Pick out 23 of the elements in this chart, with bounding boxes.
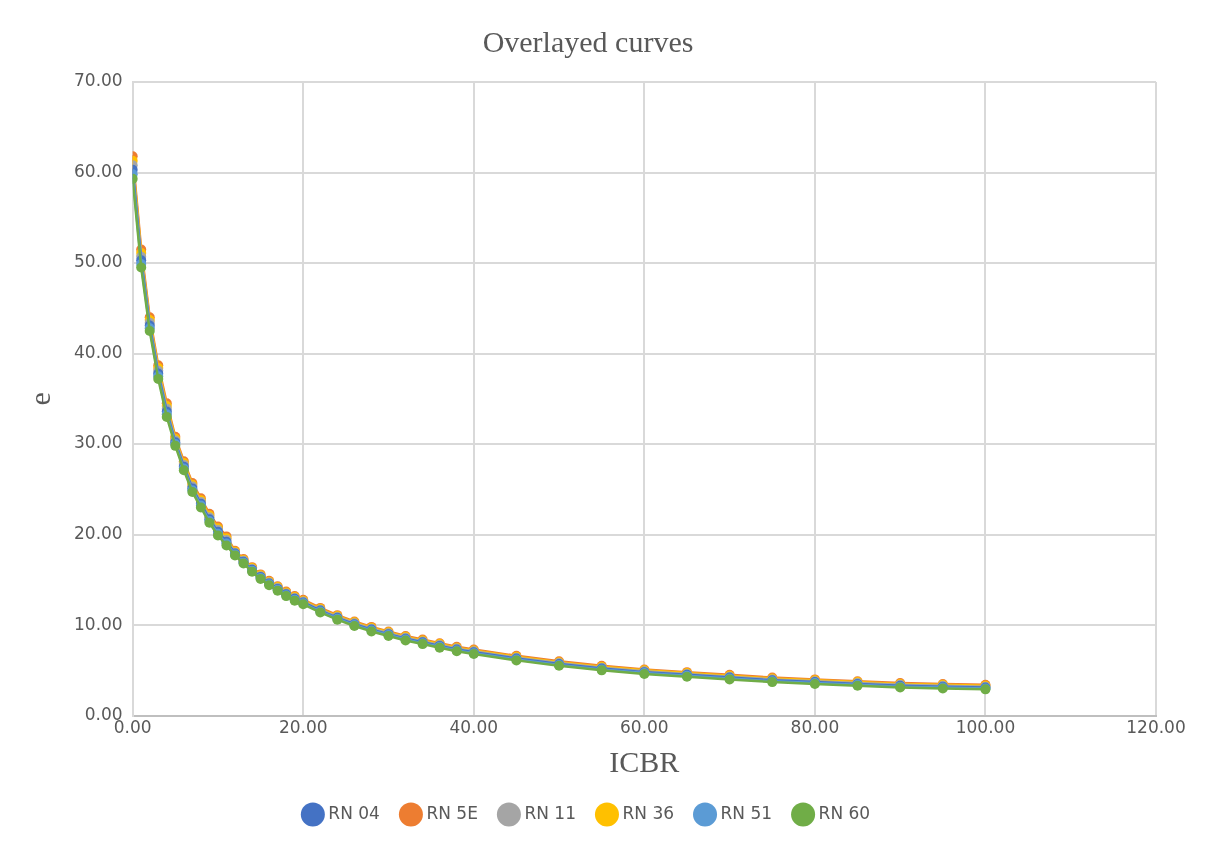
legend-label: RN 51 bbox=[720, 802, 773, 823]
y-tick-label: 50.00 bbox=[74, 251, 123, 272]
point bbox=[136, 262, 147, 273]
y-tick-label: 20.00 bbox=[74, 522, 123, 543]
x-tick-label: 80.00 bbox=[790, 717, 840, 738]
y-tick-label: 10.00 bbox=[74, 613, 123, 634]
y-tick-label: 60.00 bbox=[74, 160, 123, 181]
x-axis-title: ICBR bbox=[609, 744, 680, 778]
x-tick-label: 60.00 bbox=[620, 717, 669, 738]
legend-label: RN 5E bbox=[426, 802, 478, 823]
x-tick-label: 40.00 bbox=[449, 717, 499, 738]
legend-label: RN 36 bbox=[622, 802, 675, 823]
y-tick-label: 70.00 bbox=[74, 70, 123, 91]
chart-title: Overlayed curves bbox=[482, 24, 694, 58]
x-tick-label: 100.00 bbox=[955, 717, 1016, 738]
x-tick-label: 20.00 bbox=[278, 717, 328, 738]
legend-label: RN 04 bbox=[328, 802, 380, 823]
legend-label: RN 11 bbox=[524, 802, 576, 823]
y-tick-label: 30.00 bbox=[74, 432, 123, 453]
x-tick-label: 120.00 bbox=[1126, 717, 1186, 738]
y-tick-label: 40.00 bbox=[74, 341, 123, 362]
legend-label: RN 60 bbox=[818, 802, 871, 823]
y-axis-title: e bbox=[22, 392, 56, 406]
